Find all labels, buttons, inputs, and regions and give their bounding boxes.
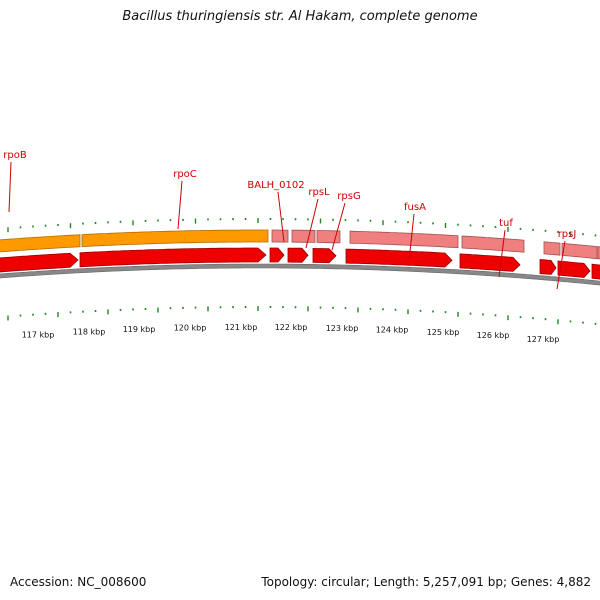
kbp-label: 123 kbp (326, 324, 359, 333)
gene-feature (543, 241, 561, 256)
gene-feature (271, 229, 289, 243)
gene-leader-line (556, 240, 566, 290)
accession-text: Accession: NC_008600 (10, 575, 146, 589)
cds-arrow (269, 247, 285, 263)
length-label: Length: (373, 575, 420, 589)
gene-label: rpoC (173, 169, 197, 180)
gene-leader-line (277, 191, 285, 243)
kbp-label: 124 kbp (376, 326, 409, 335)
backbone (0, 263, 600, 286)
length-value: 5,257,091 bp (422, 575, 503, 589)
map-title: Bacillus thuringiensis str. Al Hakam, co… (122, 9, 478, 24)
accession-value: NC_008600 (77, 575, 147, 589)
gene-feature (316, 230, 341, 244)
gene-leader-line (331, 202, 346, 251)
genome-summary: Topology: circular; Length: 5,257,091 bp… (261, 575, 591, 589)
kbp-label: 119 kbp (123, 325, 156, 334)
gene-feature (461, 235, 525, 253)
kbp-label: 126 kbp (477, 331, 510, 340)
cds-arrow (557, 260, 591, 278)
gene-label: rpoB (3, 150, 27, 161)
kbp-label: 118 kbp (73, 327, 106, 336)
gene-leader-line (498, 229, 506, 278)
gene-leader-line (305, 198, 319, 249)
genes-value: 4,882 (556, 575, 591, 589)
kbp-label: 120 kbp (174, 324, 207, 333)
cds-arrow (79, 247, 267, 268)
gene-feature (561, 242, 598, 260)
cds-arrow (312, 247, 337, 264)
gene-label: rpsJ (558, 229, 577, 240)
backbone-ring (0, 263, 600, 286)
gene-leader-line (177, 180, 183, 230)
kbp-label: 117 kbp (22, 330, 55, 339)
cds-arrow (459, 253, 521, 272)
kbp-label: 121 kbp (225, 323, 258, 332)
inner-tick-ring (7, 306, 597, 325)
gene-label: rpsG (337, 191, 360, 202)
gene-label: rpsL (308, 187, 330, 198)
kbp-label: 125 kbp (427, 328, 460, 337)
genes-label: Genes: (510, 575, 553, 589)
gene-label: fusA (404, 202, 426, 213)
kbp-label: 122 kbp (275, 323, 308, 332)
cds-arrow (0, 252, 79, 273)
gene-feature (349, 230, 459, 249)
gene-label: tuf (499, 218, 513, 229)
topology-label: Topology: (261, 575, 318, 589)
gene-leader-line (408, 213, 415, 262)
gene-labels: rpoB rpoC BALH_0102 rpsL rpsG fusA tuf rpsJ (3, 150, 577, 290)
outer-tick-ring (7, 218, 597, 238)
topology-value: circular (321, 575, 366, 589)
kbp-labels: 117 kbp 118 kbp 119 kbp 120 kbp 121 kbp 122 k… (22, 323, 560, 344)
kbp-label: 127 kbp (527, 335, 560, 344)
rna-feature (0, 234, 81, 253)
cds-arrow (287, 247, 309, 263)
accession-label: Accession: (10, 575, 74, 589)
gene-label: BALH_0102 (247, 180, 304, 191)
cds-arrow (539, 259, 557, 275)
gene-feature (291, 229, 316, 243)
gene-leader-line (8, 161, 12, 213)
rna-feature (81, 229, 269, 248)
cds-arrow (345, 248, 453, 268)
cds-arrow (591, 263, 600, 280)
feature-tracks (0, 229, 600, 280)
